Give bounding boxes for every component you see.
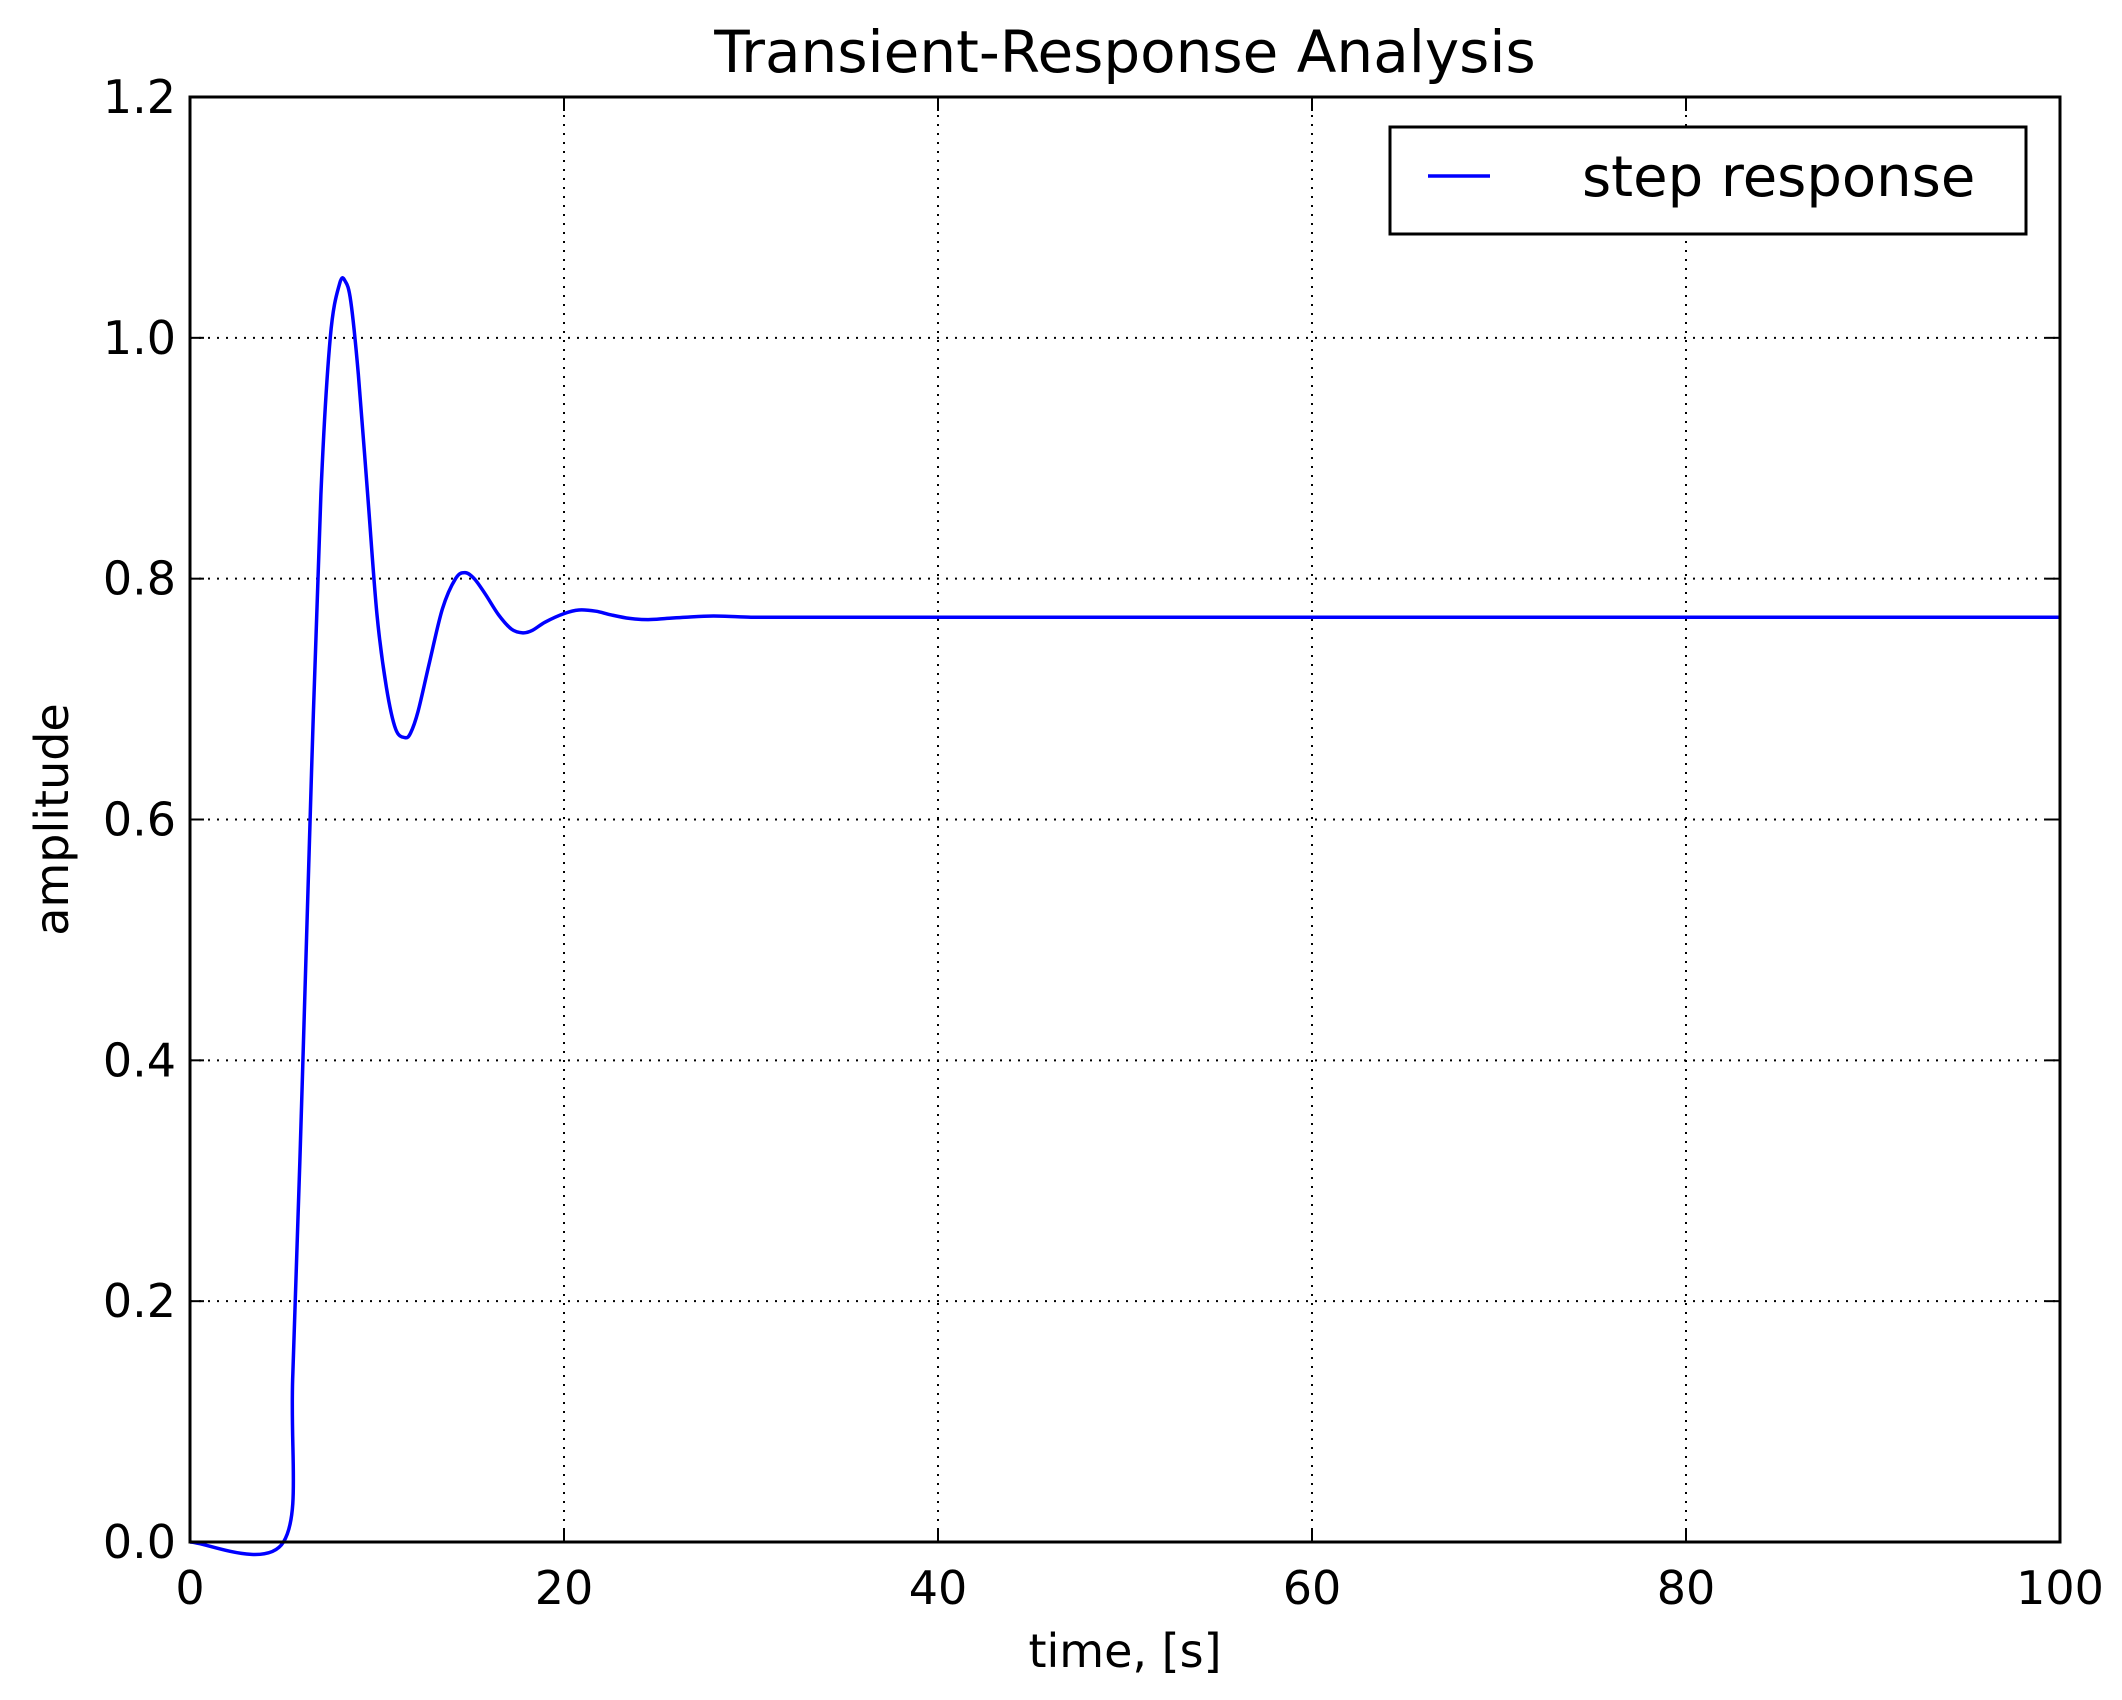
x-tick-label: 40 <box>909 1561 968 1615</box>
y-tick-label: 1.0 <box>103 311 176 365</box>
x-axis-title: time, [s] <box>1028 1624 1221 1678</box>
grid-layer <box>190 97 2060 1542</box>
y-tick-label: 0.8 <box>103 552 176 606</box>
legend-label-step-response: step response <box>1582 145 1975 210</box>
y-tick-label: 1.2 <box>103 70 176 124</box>
x-tick-label: 20 <box>535 1561 594 1615</box>
x-tick-label: 100 <box>2016 1561 2104 1615</box>
series-line-step-response <box>189 276 2060 1557</box>
y-tick-label: 0.0 <box>103 1515 176 1569</box>
chart-title: Transient-Response Analysis <box>713 18 1535 86</box>
legend-box <box>1388 125 2028 236</box>
y-tick-label: 0.4 <box>103 1033 176 1087</box>
y-tick-label: 0.6 <box>103 793 176 847</box>
series-layer <box>189 276 2060 1557</box>
x-tick-label: 60 <box>1283 1561 1342 1615</box>
y-axis-title: amplitude <box>25 703 79 935</box>
x-tick-label: 80 <box>1657 1561 1716 1615</box>
x-tick-label: 0 <box>175 1561 204 1615</box>
y-tick-label: 0.2 <box>103 1274 176 1328</box>
tick-layer: 0 20 40 60 80 100 0.0 0.2 0.4 0.6 0.8 1.0 1.2 <box>103 70 2104 1615</box>
legend: step response <box>1388 125 2028 236</box>
